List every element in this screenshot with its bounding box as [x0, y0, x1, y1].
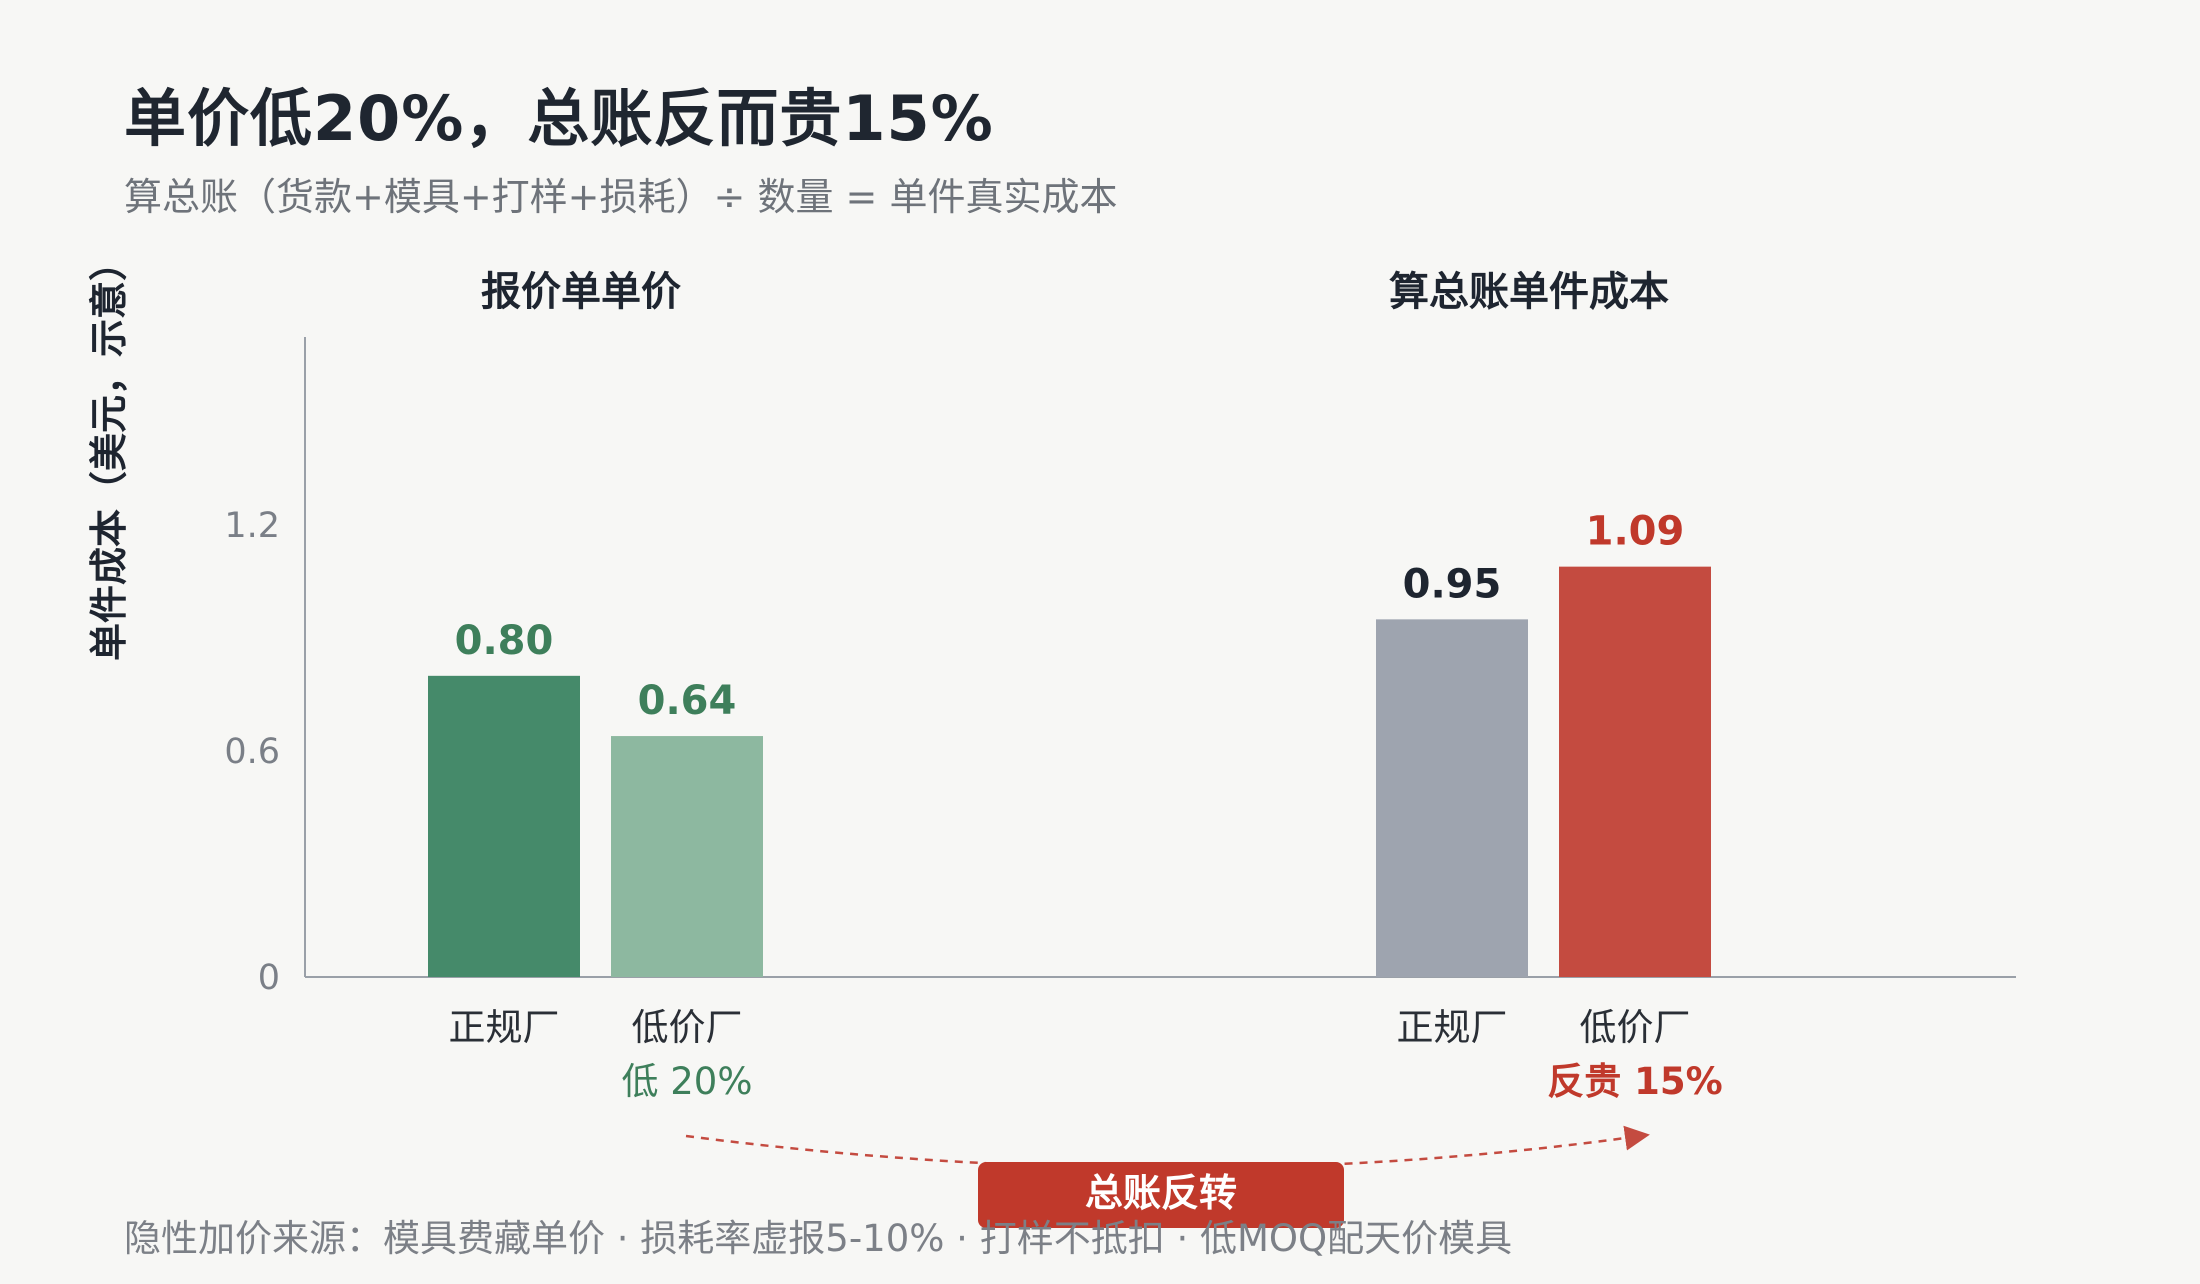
y-tick-label: 0	[258, 958, 280, 998]
y-tick-label: 1.2	[224, 506, 280, 546]
x-category-label: 低价厂	[1580, 1006, 1691, 1049]
page-subtitle: 算总账（货款+模具+打样+损耗）÷ 数量 = 单件真实成本	[124, 175, 1118, 219]
bar-value-label: 0.80	[455, 618, 554, 664]
footnote: 隐性加价来源：模具费藏单价 · 损耗率虚报5-10% · 打样不抵扣 · 低MO…	[124, 1217, 1513, 1260]
bar-value-label: 0.95	[1403, 561, 1502, 607]
panel-title: 算总账单件成本	[1389, 269, 1669, 315]
bar	[611, 736, 763, 977]
bar	[428, 675, 580, 977]
x-category-label: 正规厂	[1397, 1006, 1508, 1049]
y-axis-title: 单件成本（美元，示意）	[87, 243, 131, 661]
bar	[1559, 566, 1711, 977]
bar-value-label: 1.09	[1586, 509, 1685, 555]
y-tick-label: 0.6	[224, 732, 280, 772]
bar	[1376, 619, 1528, 977]
x-category-label: 正规厂	[449, 1006, 560, 1049]
bar-value-label: 0.64	[638, 678, 737, 724]
reversal-badge-label: 总账反转	[1085, 1171, 1237, 1215]
bar-note: 反贵 15%	[1547, 1060, 1722, 1103]
x-category-label: 低价厂	[632, 1006, 743, 1049]
page-title: 单价低20%，总账反而贵15%	[124, 82, 994, 155]
reversal-badge	[978, 1162, 1344, 1228]
bar-note: 低 20%	[622, 1060, 753, 1103]
panel-title: 报价单单价	[481, 269, 681, 315]
